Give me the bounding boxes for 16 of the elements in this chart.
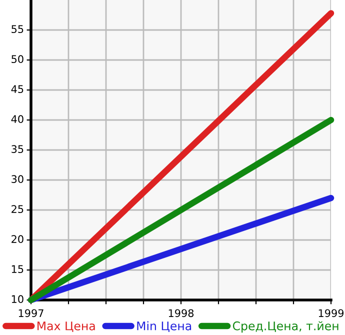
y-tick-label: 55 bbox=[12, 25, 24, 34]
y-tick-label: 25 bbox=[12, 205, 24, 214]
y-tick-label: 45 bbox=[11, 85, 24, 94]
y-tick-label: 35 bbox=[12, 145, 24, 154]
y-tick-label: 50 bbox=[12, 55, 24, 64]
x-tick-label: 1998 bbox=[168, 309, 194, 318]
y-tick-label: 10 bbox=[12, 295, 24, 304]
legend-label: Сред.Цена, т.йен bbox=[232, 321, 338, 333]
y-tick-label: 20 bbox=[12, 235, 24, 244]
legend-label: Min Цена bbox=[137, 321, 192, 332]
y-tick-label: 40 bbox=[11, 115, 24, 124]
y-tick-label: 30 bbox=[12, 175, 24, 184]
x-tick-label: 1999 bbox=[318, 309, 344, 318]
legend-label: Max Цена bbox=[38, 322, 95, 332]
x-tick-label: 1997 bbox=[18, 309, 44, 318]
y-tick-label: 15 bbox=[12, 265, 24, 274]
